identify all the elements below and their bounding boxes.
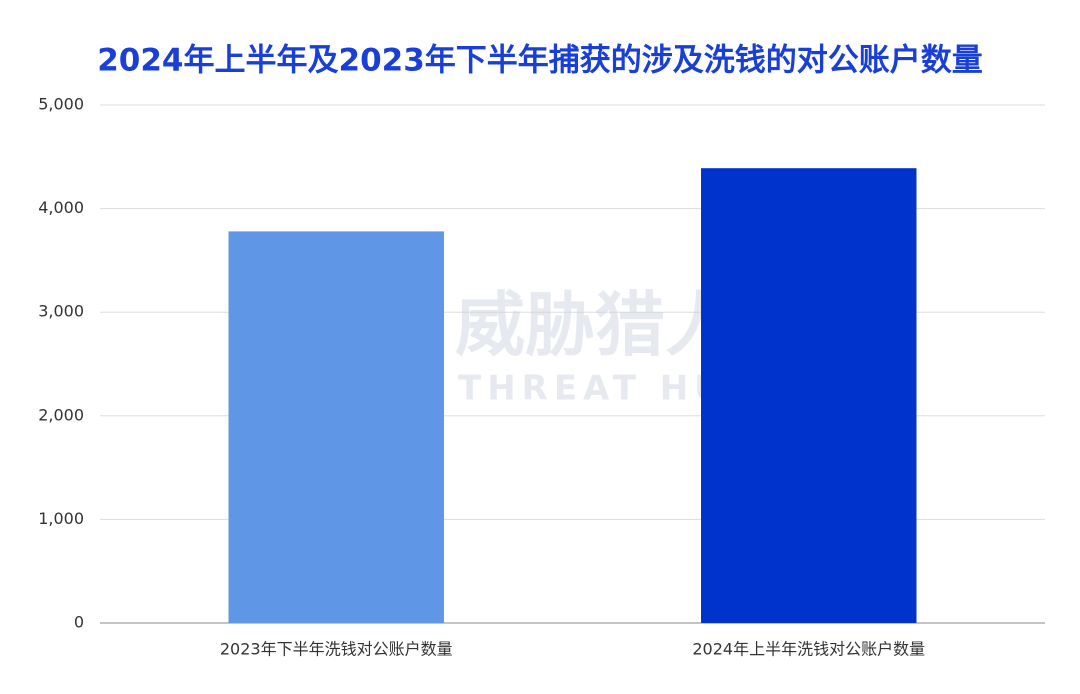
y-tick-label: 4,000 — [38, 198, 84, 217]
y-tick-label: 5,000 — [38, 95, 84, 114]
bar — [228, 231, 444, 623]
x-tick-label: 2023年下半年洗钱对公账户数量 — [220, 640, 453, 659]
y-tick-label: 2,000 — [38, 405, 84, 424]
y-tick-label: 0 — [74, 613, 84, 632]
y-tick-label: 3,000 — [38, 302, 84, 321]
x-tick-label: 2024年上半年洗钱对公账户数量 — [692, 640, 925, 659]
watermark: 威胁猎人 — [455, 284, 735, 366]
chart-title: 2024年上半年及2023年下半年捕获的涉及洗钱的对公账户数量 — [97, 43, 983, 79]
bar — [701, 168, 917, 624]
y-tick-label: 1,000 — [38, 509, 84, 528]
